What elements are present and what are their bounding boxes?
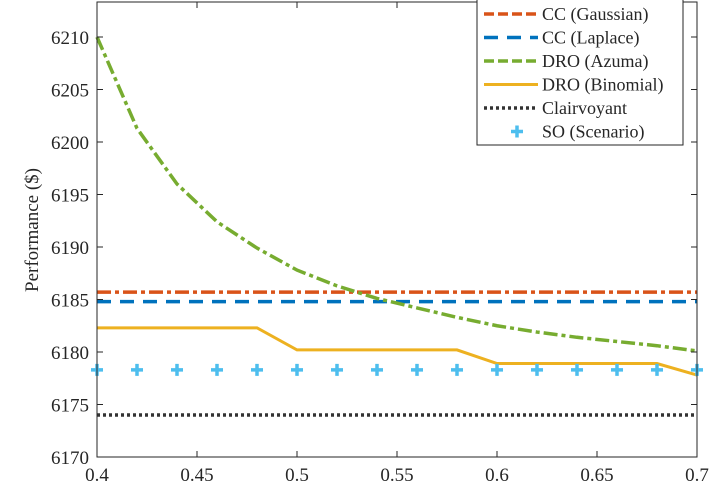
legend-label: DRO (Binomial) bbox=[542, 75, 664, 96]
legend-marker bbox=[511, 125, 523, 138]
series-so-scenario-marker bbox=[611, 363, 623, 376]
y-tick-label: 6200 bbox=[51, 133, 89, 154]
y-tick-label: 6180 bbox=[51, 343, 89, 364]
series-so-scenario-marker bbox=[331, 363, 343, 376]
legend: CC (Gaussian) CC (Laplace)DRO (Azuma) DRO … bbox=[476, 0, 684, 146]
series-dro-azuma-line bbox=[95, 36, 698, 353]
legend-label: CC (Laplace) bbox=[542, 28, 639, 49]
y-tick-label: 6170 bbox=[51, 448, 89, 469]
legend-label: SO (Scenario) bbox=[542, 122, 644, 143]
series-so-scenario-marker bbox=[171, 363, 183, 376]
axes: 0.4 0.45 0.5 0.55 0.6 0.65 0.7 6170 6175 6180 6185… bbox=[51, 1, 709, 486]
x-tick-label: 0.5 bbox=[285, 465, 309, 486]
y-tick-label: 6205 bbox=[51, 81, 89, 102]
legend-label: Clairvoyant bbox=[542, 98, 627, 118]
series-so-scenario-marker bbox=[651, 363, 663, 376]
series-so-scenario-marker bbox=[251, 363, 263, 376]
series-so-scenario-marker bbox=[371, 363, 383, 376]
series-so-scenario-marker bbox=[491, 363, 503, 376]
y-tick-label: 6210 bbox=[51, 28, 89, 49]
y-tick-label: 6190 bbox=[51, 238, 89, 259]
series-so-scenario-marker bbox=[411, 363, 423, 376]
series-so-scenario-marker bbox=[211, 363, 223, 376]
x-tick-label: 0.7 bbox=[685, 465, 709, 486]
x-tick-label: 0.6 bbox=[485, 465, 509, 486]
series-so-scenario-marker bbox=[451, 363, 463, 376]
series-dro-binomial-line bbox=[97, 326, 698, 377]
legend-label: CC (Gaussian) bbox=[542, 4, 649, 25]
series-so-scenario-marker bbox=[531, 363, 543, 376]
x-tick-label: 0.45 bbox=[180, 465, 213, 486]
legend-label: DRO (Azuma) bbox=[542, 51, 648, 72]
y-axis-label: Performance ($) bbox=[22, 168, 43, 292]
plot-area bbox=[91, 36, 703, 417]
x-tick-label: 0.4 bbox=[85, 465, 109, 486]
series-so-scenario-marker bbox=[291, 363, 303, 376]
series-so-scenario-marker bbox=[131, 363, 143, 376]
y-tick-label: 6185 bbox=[51, 291, 89, 312]
x-tick-label: 0.55 bbox=[380, 465, 413, 486]
x-tick-label: 0.65 bbox=[580, 465, 613, 486]
y-tick-label: 6175 bbox=[51, 396, 89, 417]
y-tick-label: 6195 bbox=[51, 186, 89, 207]
series-so-scenario-marker bbox=[571, 363, 583, 376]
legend-box bbox=[476, 0, 684, 146]
